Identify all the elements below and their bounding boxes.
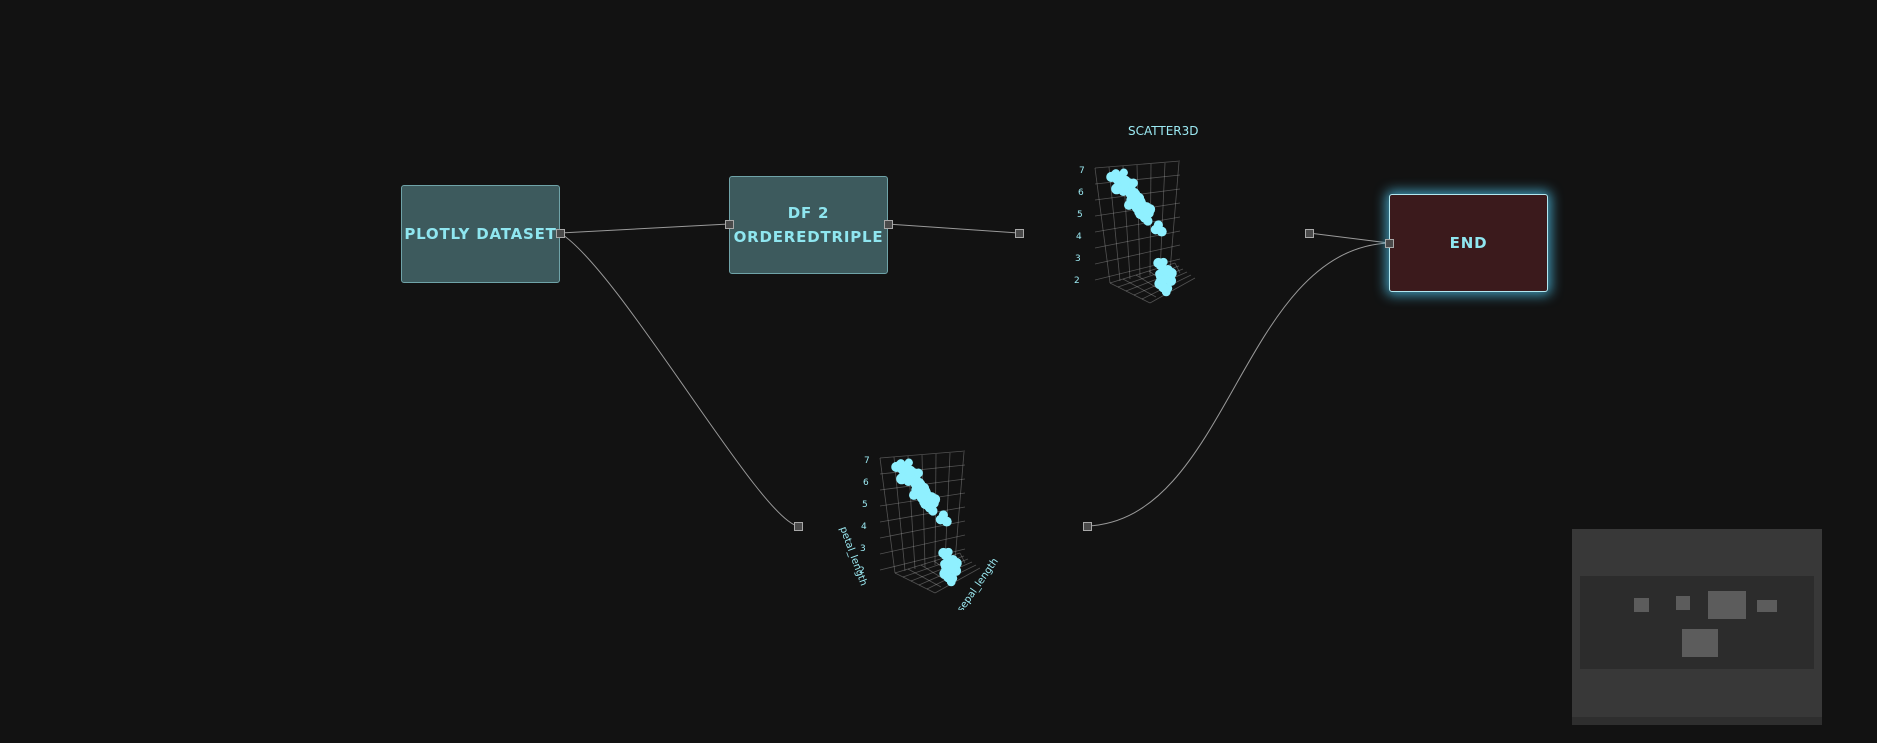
- minimap[interactable]: [1572, 529, 1822, 725]
- minimap-node-bottom-plot: [1682, 629, 1718, 657]
- z-tick-label: 3: [1075, 254, 1081, 264]
- port-top-plot-input[interactable]: [1015, 229, 1024, 238]
- grid-line: [894, 572, 936, 594]
- scatter-point: [1143, 216, 1153, 226]
- scatter-point: [1161, 274, 1170, 284]
- port-bottom-plot-output[interactable]: [1083, 522, 1092, 531]
- grid-line: [1149, 277, 1196, 304]
- port-df2-output[interactable]: [884, 220, 893, 229]
- scatter-point: [1153, 220, 1163, 230]
- z-tick-label: 5: [1077, 210, 1083, 220]
- grid-line: [1094, 174, 1181, 185]
- scatter-point: [895, 460, 906, 472]
- port-bottom-plot-input[interactable]: [794, 522, 803, 531]
- port-end-input[interactable]: [1385, 239, 1394, 248]
- top-scatter3d-plot[interactable]: 7 6 5 4 3 2: [1055, 143, 1235, 318]
- node-end[interactable]: END: [1389, 194, 1548, 292]
- grid-line: [879, 506, 966, 523]
- scatter-point: [1120, 175, 1131, 186]
- grid-line: [1094, 244, 1181, 265]
- minimap-node-df2: [1676, 596, 1690, 610]
- grid-line: [907, 568, 942, 588]
- scatter-point: [916, 492, 927, 503]
- scatter-point: [938, 510, 948, 520]
- port-top-plot-output[interactable]: [1305, 229, 1314, 238]
- grid-line: [879, 534, 966, 555]
- grid-line: [1109, 282, 1151, 304]
- grid-line: [1094, 230, 1181, 249]
- grid-line: [879, 520, 966, 539]
- z-tick-label: 4: [1076, 232, 1082, 242]
- z-axis-label: petal_length: [837, 525, 869, 587]
- z-tick-label: 2: [1074, 276, 1080, 286]
- scatter-point: [905, 465, 916, 476]
- grid-line: [1169, 161, 1180, 272]
- grid-line: [1159, 162, 1166, 274]
- scatter-point: [909, 490, 919, 500]
- node-end-label: END: [1449, 234, 1488, 252]
- node-plotly-dataset-label: PLOTLY DATASET: [404, 225, 557, 243]
- wire-bottom-plot-to-end: [1086, 242, 1390, 527]
- scatter-point: [1131, 202, 1142, 213]
- scatter-point: [920, 500, 930, 509]
- grid-line: [1094, 167, 1111, 284]
- scatter-point: [1110, 170, 1121, 182]
- scatter-point: [943, 572, 954, 583]
- x-axis-label: sepal_length: [955, 556, 1000, 610]
- scatter-point: [1135, 210, 1145, 219]
- grid-line: [1174, 262, 1181, 274]
- minimap-node-end: [1757, 600, 1777, 612]
- node-df2-label-line2: ORDEREDTRIPLE: [733, 228, 884, 246]
- scatter-point: [926, 492, 937, 503]
- scatter-point: [1141, 202, 1152, 213]
- wire-df2-to-top-plot: [887, 223, 1020, 234]
- grid-line: [959, 552, 966, 564]
- grid-line: [879, 464, 966, 475]
- z-tick-label: 5: [862, 500, 868, 510]
- port-df2-input[interactable]: [725, 220, 734, 229]
- scatter-point: [1162, 267, 1172, 277]
- grid-line: [1108, 166, 1121, 282]
- z-tick-label: 6: [863, 478, 869, 488]
- node-plotly-dataset[interactable]: PLOTLY DATASET: [401, 185, 560, 283]
- grid-line: [1094, 160, 1181, 169]
- node-df2-orderedtriple[interactable]: DF 2 ORDEREDTRIPLE: [729, 176, 888, 274]
- scatter-point: [913, 468, 923, 478]
- z-tick-label: 7: [1079, 166, 1085, 176]
- wire-top-plot-to-end: [1308, 232, 1390, 244]
- grid-line: [1122, 278, 1157, 298]
- z-tick-label: 7: [864, 456, 870, 466]
- grid-line: [944, 452, 951, 564]
- minimap-node-top-plot: [1708, 591, 1746, 619]
- node-df2-label-line1: DF 2: [787, 204, 830, 222]
- scatter-point: [914, 477, 925, 488]
- grid-line: [893, 456, 906, 572]
- minimap-node-dataset: [1634, 598, 1649, 612]
- wire-dataset-to-bottom-plot: [559, 232, 799, 527]
- port-dataset-output[interactable]: [556, 229, 565, 238]
- wire-dataset-to-df2: [559, 223, 730, 234]
- scatter-point: [946, 564, 955, 574]
- z-tick-label: 3: [860, 544, 866, 554]
- scatter-point: [928, 506, 938, 516]
- grid-line: [879, 457, 896, 574]
- scatter-point: [947, 557, 957, 567]
- grid-line: [1094, 216, 1181, 233]
- z-tick-label: 4: [861, 522, 867, 532]
- z-tick-label: 2: [859, 566, 865, 576]
- top-plot-title: SCATTER3D: [1128, 124, 1199, 138]
- grid-line: [954, 451, 965, 562]
- scatter-point: [1158, 282, 1169, 293]
- scatter-point: [1128, 178, 1138, 188]
- grid-line: [934, 567, 981, 594]
- scatter-point: [1124, 200, 1134, 210]
- scatter-point: [1129, 187, 1140, 198]
- z-tick-label: 6: [1078, 188, 1084, 198]
- grid-line: [879, 450, 966, 459]
- minimap-scrollbar[interactable]: [1572, 717, 1822, 725]
